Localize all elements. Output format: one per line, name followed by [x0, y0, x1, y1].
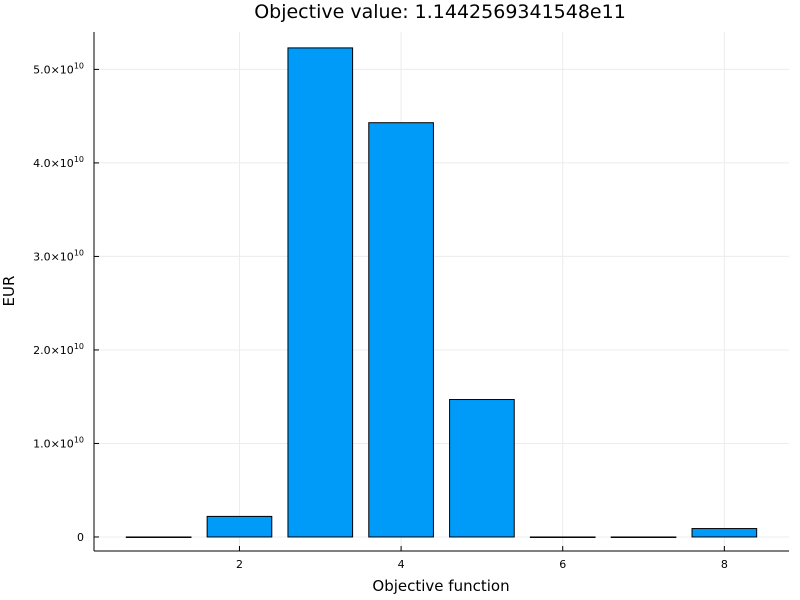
- y-axis-title: EUR: [0, 276, 18, 307]
- y-tick-exponent: 10: [74, 61, 84, 70]
- y-tick-mantissa: 1.0×10: [33, 437, 74, 450]
- bar-4: [368, 122, 434, 538]
- y-tick-label: 5.0×1010: [33, 61, 84, 76]
- y-tick-mantissa: 4.0×10: [33, 157, 74, 170]
- x-tick-label: 4: [398, 558, 405, 571]
- y-tick-label: 0: [77, 531, 84, 544]
- y-tick-mantissa: 0: [77, 531, 84, 544]
- y-tick-exponent: 10: [74, 248, 84, 257]
- y-tick-label: 1.0×1010: [33, 435, 84, 450]
- bar-2: [206, 515, 273, 538]
- bar-6: [529, 536, 596, 538]
- y-tick-mantissa: 2.0×10: [33, 344, 74, 357]
- grid: [94, 32, 789, 551]
- x-tick-label: 6: [559, 558, 566, 571]
- chart-title: Objective value: 1.1442569341548e11: [254, 1, 626, 23]
- bar-8: [691, 528, 758, 538]
- bars: [125, 47, 758, 538]
- y-tick-exponent: 10: [74, 342, 84, 351]
- y-tick-label: 3.0×1010: [33, 248, 84, 263]
- y-axis-ticks: 01.0×10102.0×10103.0×10104.0×10105.0×101…: [33, 61, 99, 544]
- bar-5: [449, 399, 515, 538]
- y-tick-exponent: 10: [74, 155, 84, 164]
- y-tick-exponent: 10: [74, 435, 84, 444]
- y-tick-mantissa: 3.0×10: [33, 250, 74, 263]
- x-axis-title: Objective function: [372, 577, 509, 595]
- y-tick-label: 2.0×1010: [33, 342, 84, 357]
- x-tick-label: 2: [236, 558, 243, 571]
- x-axis-ticks: 2 4 6 8: [236, 546, 728, 571]
- x-tick-label: 8: [721, 558, 728, 571]
- bar-1: [125, 536, 192, 538]
- bar-7: [610, 536, 677, 538]
- y-tick-mantissa: 5.0×10: [33, 63, 74, 76]
- y-tick-label: 4.0×1010: [33, 155, 84, 170]
- bar-3: [287, 47, 354, 538]
